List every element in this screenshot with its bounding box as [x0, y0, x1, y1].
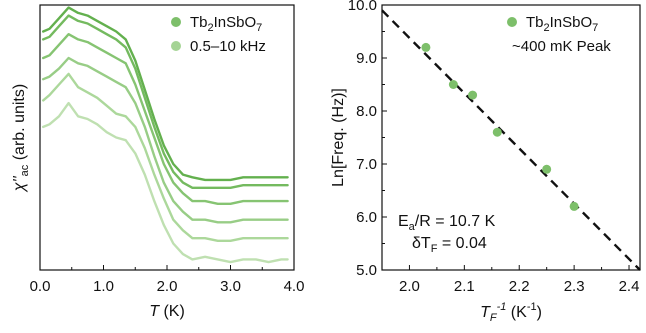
left-x-axis-title: T (K)	[149, 303, 185, 320]
right-data-point	[448, 80, 458, 89]
right-legend-label: Tb2InSbO7	[526, 14, 598, 34]
right-annotation: Ea/R = 10.7 K	[398, 213, 496, 233]
left-x-tick-label: 1.0	[93, 278, 114, 295]
right-annotation: δTF = 0.04	[412, 235, 487, 255]
right-y-tick-label: 10.0	[348, 0, 377, 14]
left-x-tick-label: 0.0	[30, 278, 51, 295]
left-legend-marker	[171, 17, 181, 27]
left-series-line-2	[42, 72, 289, 242]
right-x-tick-label: 2.1	[454, 278, 475, 295]
right-y-tick-label: 8.0	[356, 103, 377, 120]
right-data-point	[492, 127, 502, 137]
left-series-line-5	[42, 14, 289, 189]
right-y-tick-label: 7.0	[356, 156, 377, 173]
right-x-tick-label: 2.2	[509, 278, 530, 295]
right-legend-label: ~400 mK Peak	[512, 38, 611, 55]
right-x-tick-label: 2.4	[619, 278, 640, 295]
left-legend-marker	[171, 41, 181, 51]
left-series-line-1	[42, 101, 289, 264]
left-series-line-6	[42, 6, 289, 182]
left-series-line-4	[42, 33, 289, 205]
right-data-point	[468, 90, 478, 100]
right-data-point	[421, 42, 431, 52]
right-fit-line	[381, 9, 641, 271]
right-x-tick-label: 2.3	[564, 278, 585, 295]
right-legend-marker	[507, 17, 517, 27]
left-legend-label: 0.5–10 kHz	[190, 38, 266, 55]
left-x-tick-label: 4.0	[284, 278, 305, 295]
left-series-line-3	[42, 56, 289, 224]
right-y-tick-label: 6.0	[356, 209, 377, 226]
right-x-axis-title: TF-1 (K-1)	[480, 301, 542, 324]
left-y-axis-title: χ''ac (arb. units)	[11, 84, 31, 193]
right-y-tick-label: 9.0	[356, 50, 377, 67]
right-y-axis-title: Ln[Freq. (Hz)]	[330, 88, 347, 187]
right-x-tick-label: 2.0	[399, 278, 420, 295]
left-x-tick-label: 2.0	[157, 278, 178, 295]
right-y-tick-label: 5.0	[356, 262, 377, 279]
right-data-point	[569, 201, 579, 211]
left-x-tick-label: 3.0	[220, 278, 241, 295]
right-data-point	[542, 164, 552, 174]
left-legend-label: Tb2InSbO7	[190, 14, 262, 34]
